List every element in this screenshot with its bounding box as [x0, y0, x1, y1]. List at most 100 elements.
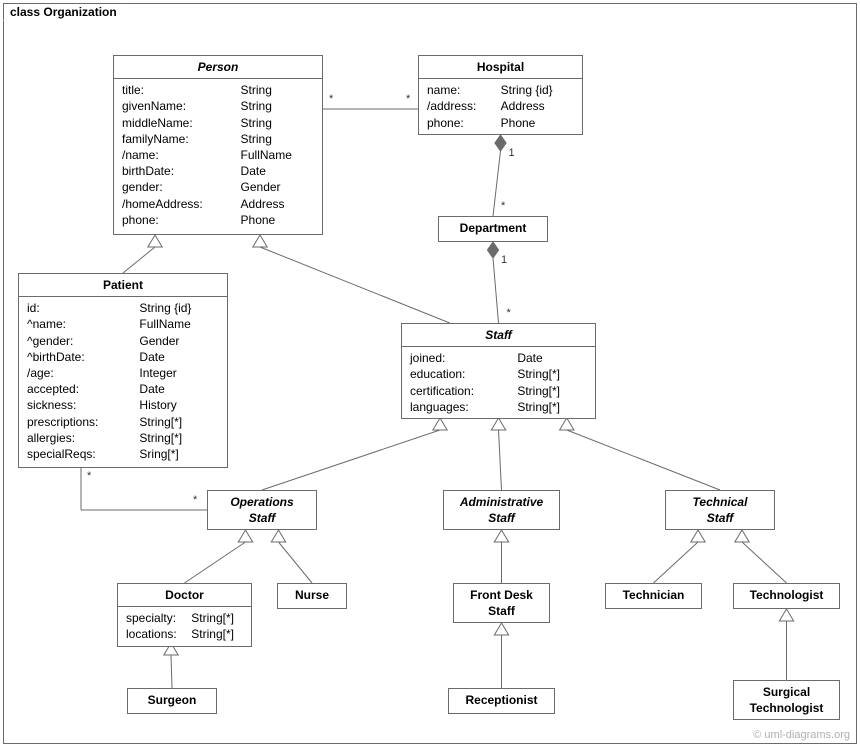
multiplicity-label: *	[87, 470, 91, 482]
class-title: Patient	[19, 274, 227, 297]
attr-name: locations:	[124, 626, 189, 642]
attr-name: id:	[25, 300, 137, 316]
attr-type: String[*]	[515, 399, 589, 415]
attr-name: ^gender:	[25, 333, 137, 349]
attr-type: Date	[137, 349, 221, 365]
class-FrontDeskStaff: Front DeskStaff	[453, 583, 550, 623]
class-body: specialty:String[*]locations:String[*]	[118, 607, 251, 645]
class-AdministrativeStaff: AdministrativeStaff	[443, 490, 560, 530]
class-title: Receptionist	[449, 689, 554, 711]
multiplicity-label: *	[193, 494, 197, 506]
attr-type: Date	[515, 350, 589, 366]
attr-name: name:	[425, 82, 499, 98]
diagram-frame: class Organization © uml-diagrams.org Pe…	[0, 0, 860, 747]
class-body: joined:Dateeducation:String[*]certificat…	[402, 347, 595, 418]
attr-type: Date	[239, 163, 316, 179]
attr-name: specialty:	[124, 610, 189, 626]
attr-name: prescriptions:	[25, 414, 137, 430]
class-title: Doctor	[118, 584, 251, 607]
class-Doctor: Doctorspecialty:String[*]locations:Strin…	[117, 583, 252, 647]
class-OperationsStaff: OperationsStaff	[207, 490, 317, 530]
class-body: name:String {id}/address:Addressphone:Ph…	[419, 79, 582, 134]
attr-name: sickness:	[25, 397, 137, 413]
attr-type: Gender	[239, 179, 316, 195]
attr-name: specialReqs:	[25, 446, 137, 462]
attr-type: String {id}	[499, 82, 576, 98]
attr-name: languages:	[408, 399, 515, 415]
attr-name: ^name:	[25, 316, 137, 332]
attr-type: Phone	[499, 115, 576, 131]
multiplicity-label: *	[507, 307, 511, 319]
attr-name: certification:	[408, 383, 515, 399]
attr-type: String {id}	[137, 300, 221, 316]
watermark: © uml-diagrams.org	[753, 729, 850, 741]
attr-type: String	[239, 82, 316, 98]
attr-name: allergies:	[25, 430, 137, 446]
attr-type: Gender	[137, 333, 221, 349]
class-title: Hospital	[419, 56, 582, 79]
attr-type: Address	[499, 98, 576, 114]
attr-type: String[*]	[189, 610, 245, 626]
class-title: TechnicalStaff	[666, 491, 774, 529]
attr-type: String[*]	[189, 626, 245, 642]
attr-name: /name:	[120, 147, 239, 163]
class-Patient: Patientid:String {id}^name:FullName^gend…	[18, 273, 228, 468]
class-SurgicalTechnologist: SurgicalTechnologist	[733, 680, 840, 720]
attr-type: Address	[239, 196, 316, 212]
class-Person: Persontitle:StringgivenName:Stringmiddle…	[113, 55, 323, 235]
class-Nurse: Nurse	[277, 583, 347, 609]
attr-type: String[*]	[515, 383, 589, 399]
attr-name: phone:	[425, 115, 499, 131]
class-title: Department	[439, 217, 547, 239]
frame-title-tab: class Organization	[3, 3, 136, 21]
attr-type: Integer	[137, 365, 221, 381]
class-title: Nurse	[278, 584, 346, 606]
attr-type: Sring[*]	[137, 446, 221, 462]
attr-type: String[*]	[137, 414, 221, 430]
attr-type: Date	[137, 381, 221, 397]
class-TechnicalStaff: TechnicalStaff	[665, 490, 775, 530]
class-title: OperationsStaff	[208, 491, 316, 529]
class-title: AdministrativeStaff	[444, 491, 559, 529]
attr-name: givenName:	[120, 98, 239, 114]
attr-type: String[*]	[515, 366, 589, 382]
attr-name: accepted:	[25, 381, 137, 397]
class-title: Technician	[606, 584, 701, 606]
class-body: id:String {id}^name:FullName^gender:Gend…	[19, 297, 227, 465]
class-Technician: Technician	[605, 583, 702, 609]
class-title: Front DeskStaff	[454, 584, 549, 622]
attr-type: History	[137, 397, 221, 413]
attr-name: education:	[408, 366, 515, 382]
attr-type: String[*]	[137, 430, 221, 446]
class-Technologist: Technologist	[733, 583, 840, 609]
attr-name: birthDate:	[120, 163, 239, 179]
multiplicity-label: *	[329, 93, 333, 105]
class-Hospital: Hospitalname:String {id}/address:Address…	[418, 55, 583, 135]
attr-type: FullName	[137, 316, 221, 332]
attr-name: ^birthDate:	[25, 349, 137, 365]
attr-type: String	[239, 131, 316, 147]
class-title: Staff	[402, 324, 595, 347]
class-Staff: Staffjoined:Dateeducation:String[*]certi…	[401, 323, 596, 419]
attr-type: FullName	[239, 147, 316, 163]
multiplicity-label: *	[406, 93, 410, 105]
attr-name: familyName:	[120, 131, 239, 147]
multiplicity-label: 1	[501, 254, 507, 266]
class-Receptionist: Receptionist	[448, 688, 555, 714]
class-Department: Department	[438, 216, 548, 242]
class-body: title:StringgivenName:StringmiddleName:S…	[114, 79, 322, 231]
class-title: Surgeon	[128, 689, 216, 711]
class-title: SurgicalTechnologist	[734, 681, 839, 719]
class-title: Technologist	[734, 584, 839, 606]
attr-name: title:	[120, 82, 239, 98]
class-Surgeon: Surgeon	[127, 688, 217, 714]
multiplicity-label: *	[501, 200, 505, 212]
attr-type: String	[239, 98, 316, 114]
attr-name: joined:	[408, 350, 515, 366]
attr-name: /homeAddress:	[120, 196, 239, 212]
attr-name: /address:	[425, 98, 499, 114]
multiplicity-label: 1	[509, 147, 515, 159]
attr-name: phone:	[120, 212, 239, 228]
attr-type: String	[239, 115, 316, 131]
attr-name: gender:	[120, 179, 239, 195]
